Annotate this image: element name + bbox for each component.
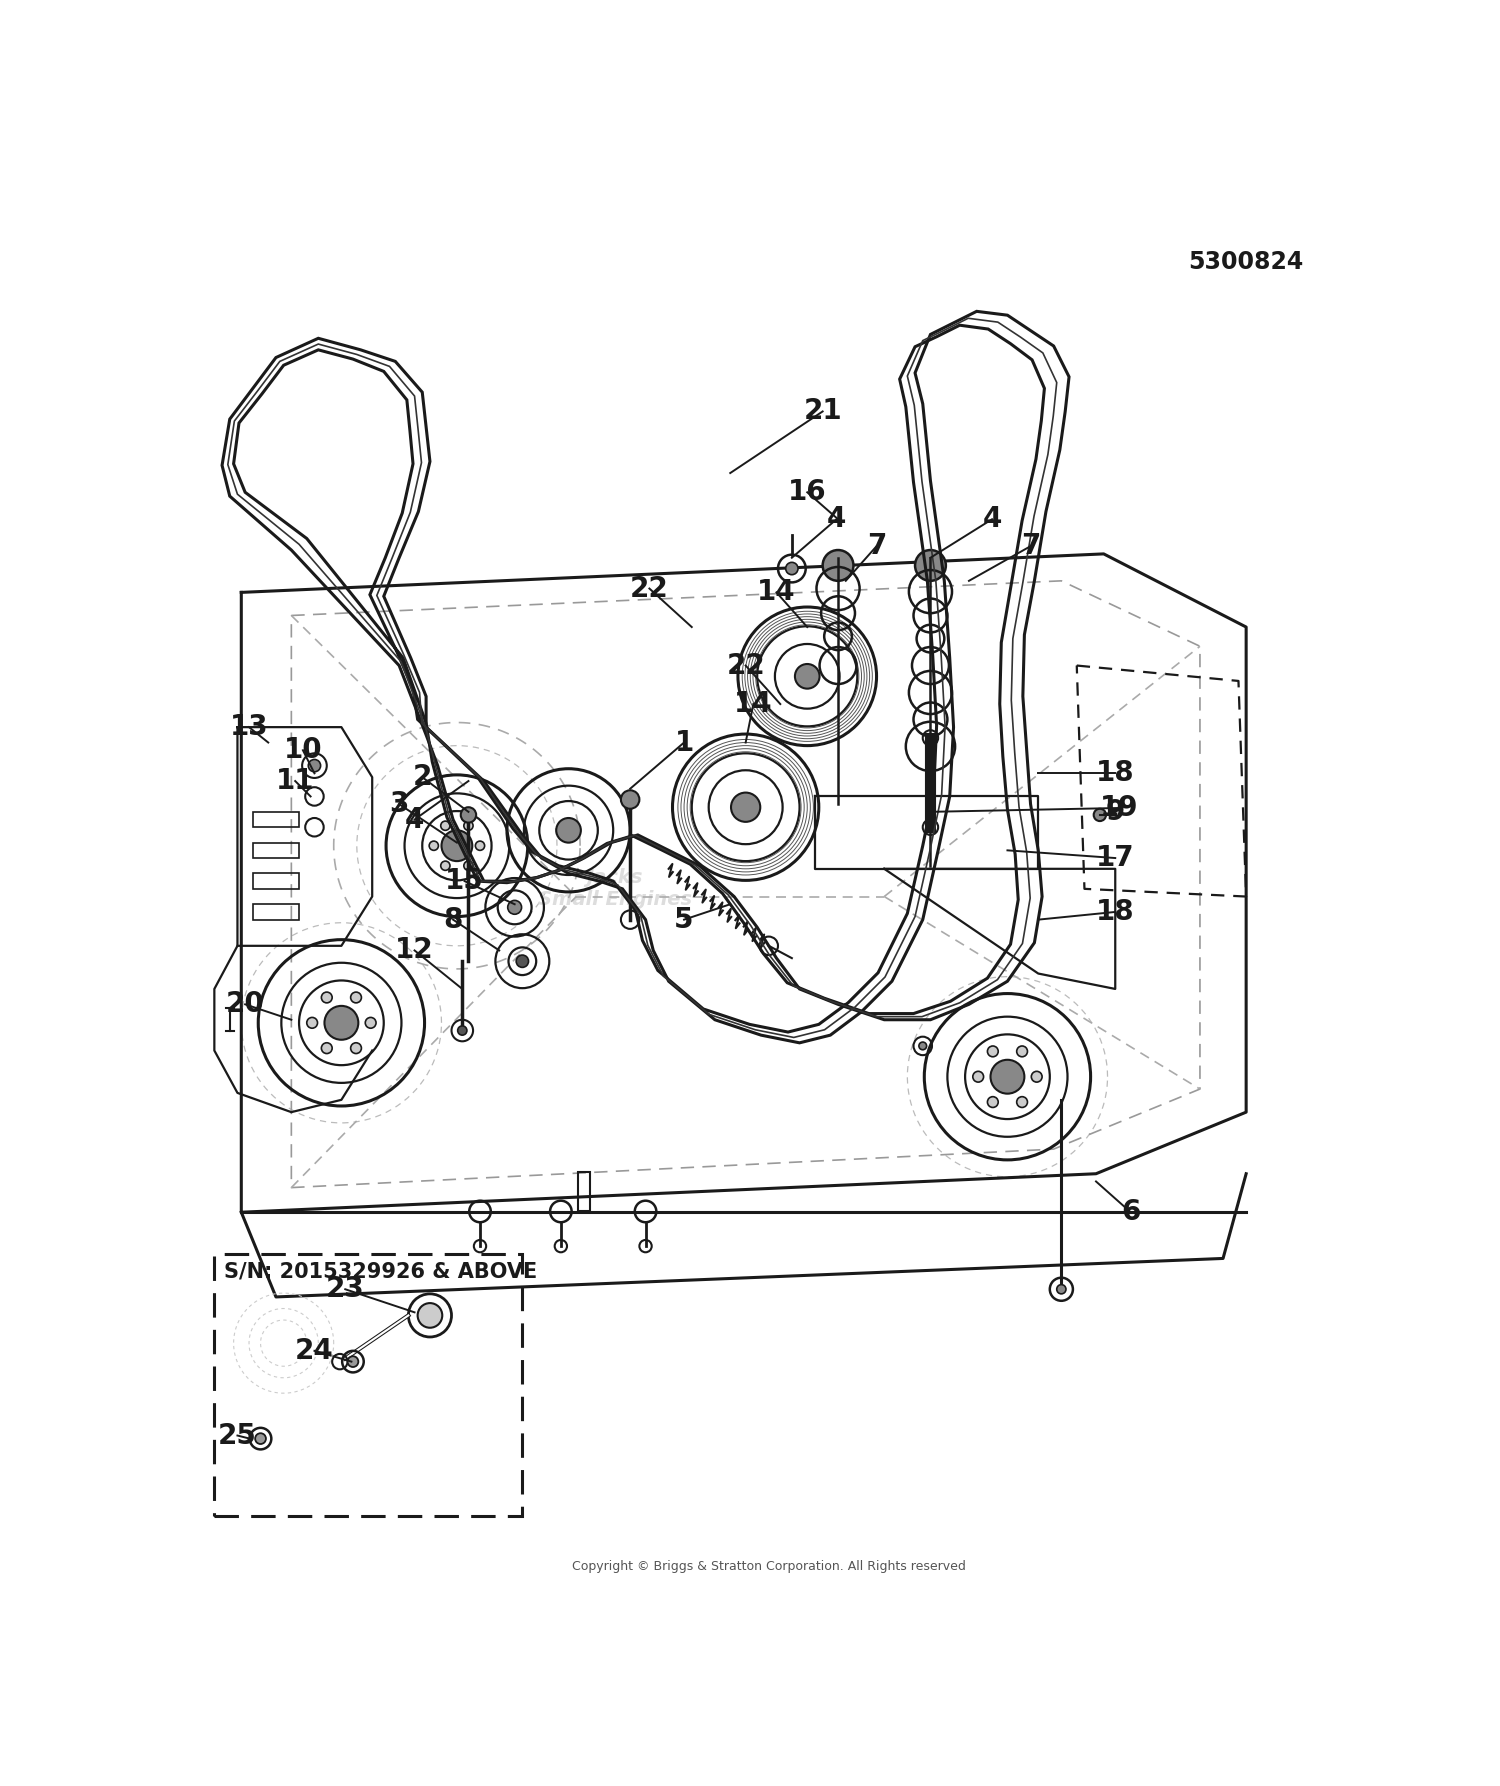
Text: 5: 5 <box>675 906 694 934</box>
Text: 6: 6 <box>1120 1198 1140 1227</box>
Text: 14: 14 <box>734 689 772 718</box>
Circle shape <box>1032 1072 1042 1082</box>
Text: 4: 4 <box>827 505 846 534</box>
Circle shape <box>306 1018 318 1029</box>
Circle shape <box>1094 809 1106 822</box>
Text: 2: 2 <box>413 763 432 791</box>
Circle shape <box>1056 1284 1066 1293</box>
Text: 17: 17 <box>1096 845 1134 872</box>
Text: 22: 22 <box>726 652 765 679</box>
Bar <box>254 873 298 889</box>
Circle shape <box>458 1025 466 1036</box>
Circle shape <box>351 991 361 1004</box>
Circle shape <box>348 1356 358 1366</box>
Circle shape <box>556 818 580 843</box>
Circle shape <box>464 861 472 870</box>
Circle shape <box>441 822 450 830</box>
Bar <box>254 904 298 920</box>
Circle shape <box>429 841 438 850</box>
Text: 5300824: 5300824 <box>1188 250 1304 273</box>
Text: 11: 11 <box>276 766 315 795</box>
Text: 21: 21 <box>804 398 842 425</box>
Text: 15: 15 <box>446 868 485 895</box>
Text: Jacks
Small Engines: Jacks Small Engines <box>537 868 692 909</box>
Circle shape <box>417 1304 442 1327</box>
Circle shape <box>441 830 472 861</box>
Text: 7: 7 <box>1022 532 1040 561</box>
Text: 18: 18 <box>1096 759 1134 788</box>
Circle shape <box>321 1043 332 1054</box>
Text: Copyright © Briggs & Stratton Corporation. All Rights reserved: Copyright © Briggs & Stratton Corporatio… <box>572 1559 966 1573</box>
Text: 9: 9 <box>1106 798 1125 825</box>
Text: 3: 3 <box>390 789 410 818</box>
Circle shape <box>920 1041 927 1050</box>
Text: 25: 25 <box>217 1422 256 1450</box>
Bar <box>578 1172 590 1211</box>
Circle shape <box>822 550 854 580</box>
Text: 10: 10 <box>284 736 322 764</box>
Text: 4: 4 <box>982 505 1002 534</box>
Text: 1: 1 <box>675 729 693 757</box>
Text: 23: 23 <box>326 1275 364 1304</box>
Circle shape <box>507 900 522 914</box>
Text: S/N: 2015329926 & ABOVE: S/N: 2015329926 & ABOVE <box>224 1261 537 1282</box>
Circle shape <box>730 793 760 822</box>
Bar <box>214 1254 522 1516</box>
Circle shape <box>795 664 819 689</box>
Circle shape <box>309 759 321 772</box>
Circle shape <box>990 1059 1024 1093</box>
Text: 16: 16 <box>788 479 826 505</box>
Text: 4: 4 <box>405 805 424 834</box>
Circle shape <box>621 789 639 809</box>
Circle shape <box>516 956 528 968</box>
Circle shape <box>321 991 332 1004</box>
Text: 12: 12 <box>394 936 433 964</box>
Text: 8: 8 <box>444 906 462 934</box>
Circle shape <box>1017 1047 1028 1057</box>
Circle shape <box>255 1432 266 1445</box>
Circle shape <box>915 550 946 580</box>
Text: 22: 22 <box>630 575 669 602</box>
Text: 13: 13 <box>230 713 268 741</box>
Circle shape <box>464 822 472 830</box>
Text: 19: 19 <box>1100 795 1138 822</box>
Bar <box>254 813 298 827</box>
Circle shape <box>974 1072 984 1082</box>
Text: 18: 18 <box>1096 898 1134 925</box>
Text: 24: 24 <box>296 1338 334 1365</box>
Bar <box>254 843 298 857</box>
Circle shape <box>987 1047 998 1057</box>
Circle shape <box>460 807 476 823</box>
Circle shape <box>324 1006 358 1039</box>
Text: 20: 20 <box>226 991 264 1018</box>
Circle shape <box>476 841 484 850</box>
Circle shape <box>1017 1097 1028 1107</box>
Circle shape <box>351 1043 361 1054</box>
Circle shape <box>366 1018 376 1029</box>
Text: 14: 14 <box>758 579 796 607</box>
Circle shape <box>786 563 798 575</box>
Text: 7: 7 <box>867 532 886 561</box>
Circle shape <box>987 1097 998 1107</box>
Circle shape <box>441 861 450 870</box>
